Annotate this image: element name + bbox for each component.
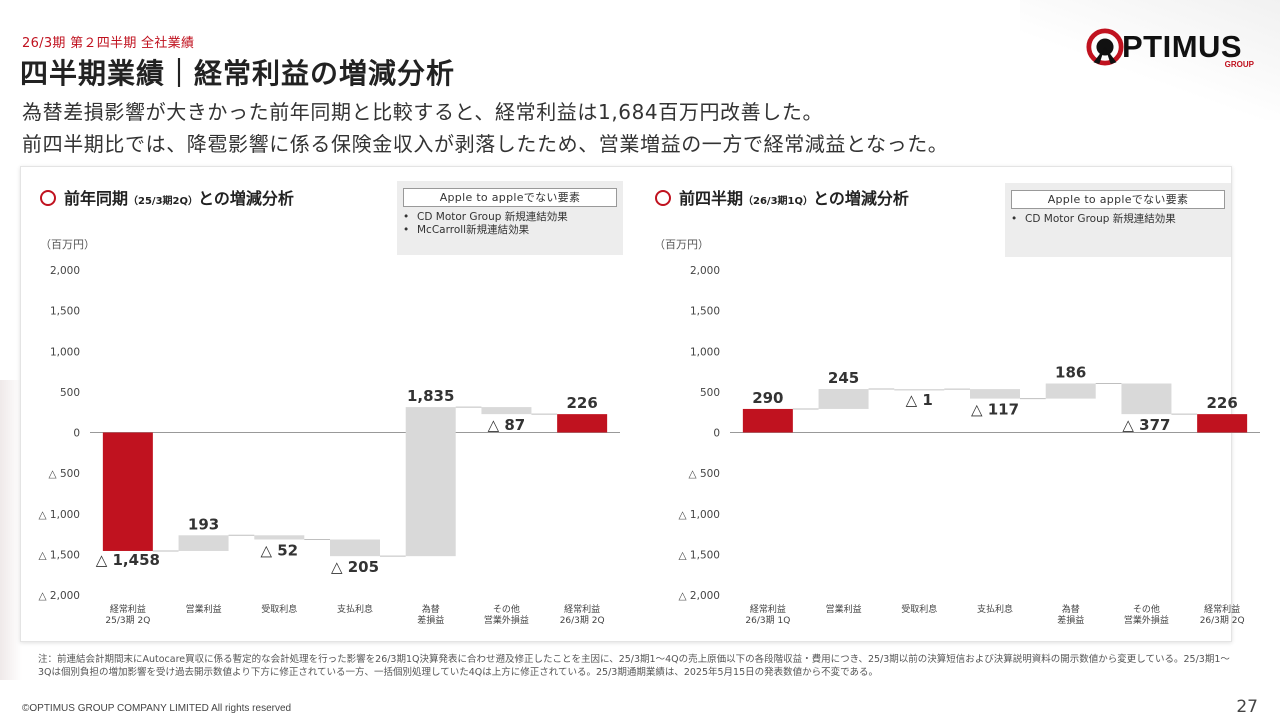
circle-bullet-icon bbox=[655, 190, 671, 206]
data-label: 290 bbox=[752, 389, 783, 407]
x-tick-label: 支払利息 bbox=[977, 603, 1013, 615]
y-tick-label: △ 2,000 bbox=[679, 590, 720, 602]
y-tick-label: 0 bbox=[713, 428, 720, 440]
data-label: △ 377 bbox=[1122, 416, 1170, 434]
x-tick-label: 受取利息 bbox=[901, 603, 937, 615]
waterfall-bar bbox=[330, 539, 380, 557]
data-label: △ 205 bbox=[331, 558, 379, 576]
x-tick-label: 差損益 bbox=[417, 614, 444, 626]
x-tick-label: 営業利益 bbox=[186, 603, 222, 615]
x-tick-label: 26/3期 1Q bbox=[745, 615, 790, 626]
data-label: 226 bbox=[1206, 394, 1237, 412]
y-tick-label: 1,500 bbox=[690, 306, 720, 318]
data-label: △ 52 bbox=[260, 542, 298, 560]
x-tick-label: 為替 bbox=[1062, 603, 1080, 615]
x-tick-label: 営業外損益 bbox=[484, 614, 529, 626]
x-tick-label: 経常利益 bbox=[750, 603, 786, 615]
description-line-1: 為替差損影響が大きかった前年同期と比較すると、経常利益は1,684百万円改善した… bbox=[22, 100, 824, 124]
y-tick-label: △ 1,000 bbox=[679, 509, 720, 521]
x-tick-label: 26/3期 2Q bbox=[560, 615, 605, 626]
section-subtitle: 26/3期 第２四半期 全社業績 bbox=[22, 36, 195, 51]
logo-wordmark: PTIMUS bbox=[1122, 29, 1243, 64]
x-tick-label: その他 bbox=[1133, 603, 1160, 615]
data-label: △ 1 bbox=[906, 391, 933, 409]
y-tick-label: 2,000 bbox=[50, 265, 80, 277]
left-chart-title: 前年同期（25/3期2Q）との増減分析 bbox=[40, 185, 294, 209]
y-tick-label: △ 2,000 bbox=[39, 590, 80, 602]
y-tick-label: △ 1,000 bbox=[39, 509, 80, 521]
left-note-item: CD Motor Group 新規連結効果 bbox=[403, 211, 568, 224]
y-tick-label: △ 500 bbox=[689, 468, 720, 480]
x-tick-label: 支払利息 bbox=[337, 603, 373, 615]
waterfall-bar bbox=[178, 535, 229, 551]
right-note-box: Apple to appleでない要素 CD Motor Group 新規連結効… bbox=[1005, 183, 1231, 257]
x-tick-label: 営業外損益 bbox=[1124, 614, 1169, 626]
optimus-logo-icon bbox=[1086, 28, 1124, 66]
x-tick-label: 25/3期 2Q bbox=[105, 615, 150, 626]
left-unit-label: （百万円） bbox=[40, 238, 95, 251]
data-label: 226 bbox=[566, 394, 597, 412]
x-tick-label: 経常利益 bbox=[564, 603, 600, 615]
y-tick-label: 500 bbox=[60, 387, 80, 399]
waterfall-bar bbox=[1121, 383, 1172, 415]
x-tick-label: 為替 bbox=[422, 603, 440, 615]
y-tick-label: 1,000 bbox=[690, 346, 720, 358]
footnote: 注：前連結会計期間末にAutocare買収に係る暫定的な会計処理を行った影響を2… bbox=[38, 654, 1230, 678]
y-tick-label: 500 bbox=[700, 387, 720, 399]
y-tick-label: △ 500 bbox=[49, 468, 80, 480]
data-label: △ 1,458 bbox=[96, 551, 160, 569]
y-tick-label: △ 1,500 bbox=[679, 549, 720, 561]
x-tick-label: 経常利益 bbox=[110, 603, 146, 615]
right-waterfall-chart: 2,000 1,500 1,000 500 0 △ 500 △ 1,000 △ 1,500 △ … bbox=[679, 265, 1260, 626]
page-number: 27 bbox=[1236, 697, 1258, 717]
waterfall-bar bbox=[894, 389, 945, 391]
waterfall-bar bbox=[557, 414, 608, 433]
left-note-label: Apple to appleでない要素 bbox=[403, 188, 617, 207]
left-note-list: CD Motor Group 新規連結効果 McCarroll新規連結効果 bbox=[403, 211, 568, 237]
x-tick-label: 受取利息 bbox=[261, 603, 297, 615]
data-label: 245 bbox=[828, 369, 859, 387]
y-tick-label: 0 bbox=[73, 428, 80, 440]
y-tick-label: 1,000 bbox=[50, 346, 80, 358]
y-tick-label: 2,000 bbox=[690, 265, 720, 277]
page-title: 四半期業績｜経常利益の増減分析 bbox=[20, 57, 456, 90]
x-tick-label: その他 bbox=[493, 603, 520, 615]
data-label: △ 87 bbox=[488, 416, 526, 434]
description-line-2: 前四半期比では、降雹影響に係る保険金収入が剥落したため、営業増益の一方で経常減益… bbox=[22, 132, 949, 156]
circle-bullet-icon bbox=[40, 190, 56, 206]
background-decoration bbox=[1020, 0, 1280, 120]
x-tick-label: 26/3期 2Q bbox=[1200, 615, 1245, 626]
waterfall-bar bbox=[742, 408, 793, 433]
right-unit-label: （百万円） bbox=[654, 238, 709, 251]
waterfall-bar bbox=[818, 389, 869, 409]
right-chart-title: 前四半期（26/3期1Q）との増減分析 bbox=[655, 185, 909, 209]
waterfall-bar bbox=[254, 535, 305, 540]
x-tick-label: 差損益 bbox=[1057, 614, 1084, 626]
x-tick-label: 営業利益 bbox=[826, 603, 862, 615]
data-label: 1,835 bbox=[407, 387, 454, 405]
right-note-label: Apple to appleでない要素 bbox=[1011, 190, 1225, 209]
left-note-box: Apple to appleでない要素 CD Motor Group 新規連結効… bbox=[397, 181, 623, 255]
left-waterfall-chart: 2,000 1,500 1,000 500 0 △ 500 △ 1,000 △ 1,500 △ … bbox=[39, 265, 620, 626]
waterfall-bar bbox=[405, 407, 456, 557]
optimus-logo: PTIMUS GROUP bbox=[1086, 24, 1258, 74]
logo-group-label: GROUP bbox=[1224, 60, 1254, 69]
data-label: △ 117 bbox=[971, 401, 1019, 419]
waterfall-bar bbox=[481, 407, 532, 415]
waterfall-bar bbox=[1045, 383, 1096, 399]
data-label: 193 bbox=[188, 515, 219, 533]
data-label: 186 bbox=[1055, 364, 1086, 382]
copyright: ©OPTIMUS GROUP COMPANY LIMITED All right… bbox=[22, 703, 292, 714]
waterfall-bar bbox=[102, 432, 153, 551]
x-tick-label: 経常利益 bbox=[1204, 603, 1240, 615]
waterfall-bar bbox=[970, 389, 1020, 399]
background-decoration-left bbox=[0, 380, 22, 680]
waterfall-bar bbox=[1197, 414, 1248, 433]
y-tick-label: 1,500 bbox=[50, 306, 80, 318]
right-note-list: CD Motor Group 新規連結効果 bbox=[1011, 213, 1176, 226]
y-tick-label: △ 1,500 bbox=[39, 549, 80, 561]
right-note-item: CD Motor Group 新規連結効果 bbox=[1011, 213, 1176, 226]
left-note-item: McCarroll新規連結効果 bbox=[403, 224, 568, 237]
